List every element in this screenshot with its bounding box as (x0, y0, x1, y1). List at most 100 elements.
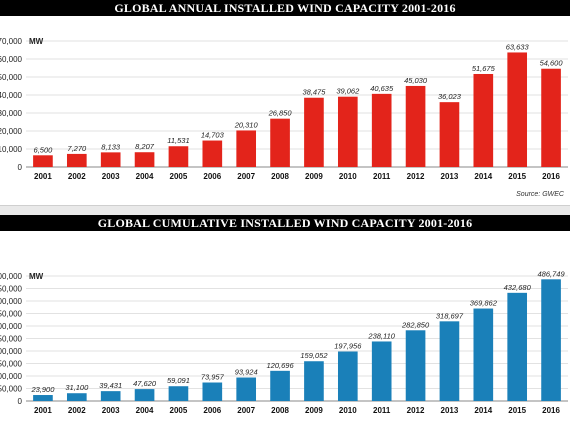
cumulative-chart-title: GLOBAL CUMULATIVE INSTALLED WIND CAPACIT… (0, 215, 570, 231)
annual-chart-title: GLOBAL ANNUAL INSTALLED WIND CAPACITY 20… (0, 0, 570, 16)
value-label: 197,956 (334, 342, 362, 351)
value-label: 39,062 (336, 87, 360, 96)
bar-2014 (473, 73, 494, 167)
x-tick-label: 2013 (441, 172, 459, 181)
bar-2014 (473, 308, 494, 401)
x-tick-label: 2003 (102, 406, 120, 415)
bar-2007 (236, 130, 257, 167)
x-tick-label: 2001 (34, 172, 52, 181)
bar-2010 (337, 351, 358, 401)
unit-label: MW (29, 37, 44, 46)
value-label: 7,270 (67, 144, 87, 153)
x-tick-label: 2011 (373, 406, 391, 415)
x-tick-label: 2016 (542, 172, 560, 181)
x-tick-label: 2009 (305, 172, 323, 181)
bar-2006 (202, 382, 223, 401)
value-label: 238,110 (367, 331, 395, 340)
annual-chart-plot: 0 10,000 20,000 30,000 40,000 50,000 60,000 70,… (0, 37, 568, 181)
x-tick-label: 2004 (136, 172, 154, 181)
bar-2005 (168, 146, 189, 167)
x-tick-label: 2013 (441, 406, 459, 415)
y-tick-label: 60,000 (0, 55, 23, 64)
value-label: 38,475 (302, 88, 326, 97)
y-tick-label: 40,000 (0, 91, 23, 100)
bar-2009 (304, 97, 324, 167)
value-label: 59,091 (167, 376, 190, 385)
y-tick-label: 0 (18, 397, 23, 406)
bar-2013 (439, 102, 460, 167)
unit-label: MW (29, 272, 44, 281)
y-tick-label: 10,000 (0, 145, 23, 154)
bar-2004 (134, 152, 155, 167)
x-tick-label: 2006 (203, 172, 221, 181)
x-tick-label: 2010 (339, 406, 357, 415)
value-label: 14,703 (201, 131, 225, 140)
x-tick-label: 2014 (474, 172, 492, 181)
y-tick-label: 250,000 (0, 335, 23, 344)
cumulative-chart-plot: 0 50,000 100,000 150,000 200,000 250,000 300,0… (0, 269, 568, 415)
x-tick-label: 2006 (203, 406, 221, 415)
value-label: 39,431 (99, 381, 122, 390)
cumulative-chart-panel: GLOBAL CUMULATIVE INSTALLED WIND CAPACIT… (0, 215, 570, 422)
value-label: 93,924 (235, 368, 258, 377)
value-label: 20,310 (234, 120, 259, 129)
value-label: 54,600 (540, 59, 564, 68)
source-note: Source: GWEC (516, 191, 564, 198)
value-label: 40,635 (370, 84, 394, 93)
bar-2011 (371, 341, 392, 401)
bar-2016 (541, 279, 561, 401)
x-tick-label: 2015 (508, 406, 526, 415)
y-tick-label: 350,000 (0, 310, 23, 319)
value-label: 486,749 (538, 269, 566, 278)
value-label: 23,900 (30, 385, 55, 394)
value-label: 31,100 (65, 383, 89, 392)
bar-2002 (66, 393, 87, 401)
y-tick-label: 70,000 (0, 37, 23, 46)
bar-2006 (202, 140, 223, 167)
value-label: 11,531 (167, 136, 189, 145)
bar-2012 (405, 330, 426, 401)
x-tick-label: 2009 (305, 406, 323, 415)
y-tick-label: 200,000 (0, 347, 23, 356)
bar-2008 (270, 118, 290, 167)
y-tick-label: 0 (18, 163, 23, 172)
value-label: 8,207 (135, 142, 155, 151)
x-tick-label: 2007 (237, 172, 255, 181)
bar-2013 (439, 321, 460, 401)
x-tick-label: 2010 (339, 172, 357, 181)
value-label: 26,850 (268, 109, 293, 118)
bar-2001 (33, 395, 53, 401)
bar-2012 (405, 85, 426, 167)
bar-2004 (134, 389, 155, 401)
x-tick-label: 2004 (136, 406, 154, 415)
x-tick-label: 2007 (237, 406, 255, 415)
value-label: 73,957 (201, 373, 225, 382)
bar-2009 (304, 361, 324, 401)
y-tick-label: 400,000 (0, 297, 23, 306)
x-tick-label: 2012 (407, 172, 425, 181)
value-label: 63,633 (506, 42, 530, 51)
y-tick-label: 30,000 (0, 109, 23, 118)
bar-2003 (100, 391, 121, 401)
bar-2001 (33, 155, 53, 167)
value-label: 8,133 (101, 142, 121, 151)
y-tick-label: 100,000 (0, 372, 23, 381)
x-tick-label: 2011 (373, 172, 391, 181)
value-label: 369,862 (470, 299, 498, 308)
y-tick-label: 450,000 (0, 285, 23, 294)
bar-2015 (507, 52, 528, 167)
value-label: 432,680 (504, 283, 532, 292)
bar-2007 (236, 377, 257, 401)
y-tick-label: 20,000 (0, 127, 23, 136)
x-tick-label: 2002 (68, 406, 86, 415)
value-label: 6,500 (34, 145, 54, 154)
x-tick-label: 2008 (271, 172, 289, 181)
value-label: 159,052 (300, 351, 328, 360)
annual-chart-panel: GLOBAL ANNUAL INSTALLED WIND CAPACITY 20… (0, 0, 570, 206)
bar-2010 (337, 96, 358, 167)
y-tick-label: 50,000 (0, 385, 23, 394)
value-label: 120,696 (267, 361, 295, 370)
x-tick-label: 2003 (102, 172, 120, 181)
x-tick-label: 2014 (474, 406, 492, 415)
x-tick-label: 2001 (34, 406, 52, 415)
